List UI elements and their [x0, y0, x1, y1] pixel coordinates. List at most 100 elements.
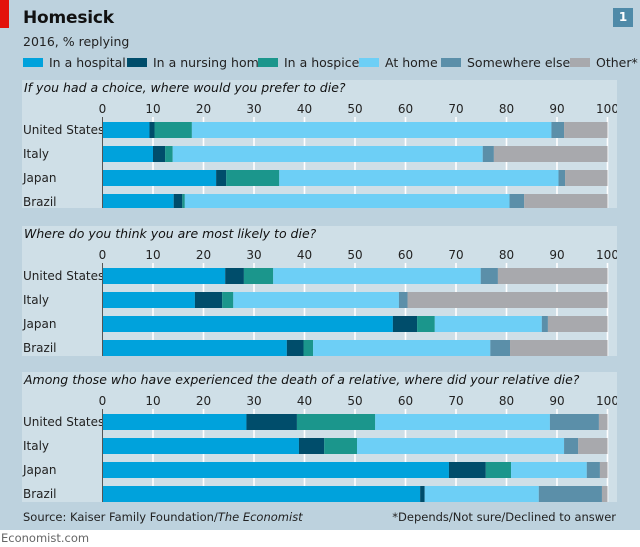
x-tick-label: 90	[549, 394, 564, 408]
category-label: United States	[23, 123, 104, 137]
chart-frame: Homesick 2016, % replying 1 In a hospita…	[0, 0, 640, 530]
bar-segment-brazil-other	[601, 486, 608, 502]
legend-label: Other*	[596, 55, 638, 70]
bar-segment-united-states-somewhere-else	[480, 268, 498, 284]
category-label: United States	[23, 269, 104, 283]
x-tick-label: 100	[596, 102, 617, 116]
legend-item-hospice: In a hospice	[258, 55, 359, 70]
x-tick-label: 30	[246, 248, 261, 262]
bar-segment-italy-in-a-hospital	[102, 146, 153, 162]
x-tick-label: 80	[499, 394, 514, 408]
source-text: Source: Kaiser Family Foundation/	[23, 510, 218, 524]
bar-segment-japan-in-a-nursing-home	[392, 316, 418, 332]
legend-item-somewhere-else: Somewhere else	[441, 55, 570, 70]
bar-segment-japan-in-a-hospital	[102, 316, 393, 332]
bar-segment-japan-in-a-hospice	[417, 316, 435, 332]
bar-segment-united-states-somewhere-else	[549, 414, 599, 430]
x-tick-label: 70	[448, 248, 463, 262]
x-tick-label: 90	[549, 102, 564, 116]
bar-segment-brazil-in-a-nursing-home	[173, 194, 183, 208]
panel-question: If you had a choice, where would you pre…	[24, 80, 346, 95]
bar-segment-brazil-in-a-nursing-home	[286, 340, 304, 356]
chart-title: Homesick	[23, 8, 114, 28]
legend-item-at-home: At home	[359, 55, 438, 70]
bar-segment-brazil-other	[524, 194, 608, 208]
x-tick-label: 10	[145, 394, 160, 408]
bar-segment-united-states-at-home	[375, 414, 550, 430]
bar-segment-japan-other	[599, 462, 608, 478]
bar-segment-japan-at-home	[279, 170, 559, 186]
bar-segment-united-states-at-home	[191, 122, 552, 138]
bar-segment-japan-somewhere-else	[586, 462, 600, 478]
legend-label: In a hospital	[49, 55, 126, 70]
x-tick-label: 90	[549, 248, 564, 262]
bar-segment-united-states-somewhere-else	[551, 122, 565, 138]
legend-swatch-at-home	[359, 58, 379, 67]
legend: In a hospital In a nursing home In a hos…	[23, 55, 638, 71]
x-tick-label: 70	[448, 102, 463, 116]
legend-swatch-somewhere-else	[441, 58, 461, 67]
category-label: Italy	[23, 147, 49, 161]
bar-segment-united-states-in-a-hospital	[102, 414, 247, 430]
bar-segment-united-states-in-a-nursing-home	[225, 268, 244, 284]
legend-swatch-other	[570, 58, 590, 67]
bar-segment-brazil-in-a-hospital	[102, 486, 421, 502]
x-tick-label: 50	[347, 102, 362, 116]
legend-item-other: Other*	[570, 55, 638, 70]
bar-segment-brazil-somewhere-else	[538, 486, 602, 502]
legend-item-hospital: In a hospital	[23, 55, 126, 70]
bar-segment-brazil-in-a-nursing-home	[420, 486, 425, 502]
source-note: Source: Kaiser Family Foundation/The Eco…	[23, 510, 303, 524]
bar-segment-italy-somewhere-else	[482, 146, 494, 162]
chart-number-badge: 1	[613, 8, 633, 27]
x-tick-label: 40	[297, 102, 312, 116]
bar-segment-united-states-in-a-nursing-home	[149, 122, 155, 138]
bar-segment-japan-somewhere-else	[541, 316, 548, 332]
x-tick-label: 20	[196, 394, 211, 408]
bar-segment-japan-in-a-hospice	[485, 462, 512, 478]
bar-segment-brazil-other	[510, 340, 608, 356]
legend-label: In a hospice	[284, 55, 360, 70]
bar-segment-brazil-somewhere-else	[509, 194, 525, 208]
bar-segment-united-states-at-home	[273, 268, 481, 284]
bar-segment-italy-in-a-hospital	[102, 292, 195, 308]
bar-segment-united-states-in-a-nursing-home	[246, 414, 297, 430]
brand-red-tag	[0, 0, 9, 28]
x-tick-label: 50	[347, 248, 362, 262]
source-publication: The Economist	[217, 510, 303, 524]
bar-segment-brazil-in-a-hospital	[102, 340, 287, 356]
bar-segment-italy-in-a-hospice	[324, 438, 358, 454]
legend-swatch-hospice	[258, 58, 278, 67]
bar-segment-japan-in-a-nursing-home	[448, 462, 486, 478]
bar-segment-brazil-somewhere-else	[490, 340, 511, 356]
bar-segment-united-states-in-a-hospital	[102, 122, 150, 138]
footnote: *Depends/Not sure/Declined to answer	[392, 510, 616, 524]
bar-segment-brazil-in-a-hospice	[303, 340, 314, 356]
x-tick-label: 60	[398, 248, 413, 262]
category-label: Italy	[23, 293, 49, 307]
legend-swatch-hospital	[23, 58, 43, 67]
x-tick-label: 60	[398, 394, 413, 408]
bar-segment-united-states-other	[564, 122, 608, 138]
bar-segment-united-states-in-a-hospice	[154, 122, 192, 138]
bar-segment-italy-in-a-hospital	[102, 438, 299, 454]
legend-item-nursing-home: In a nursing home	[127, 55, 266, 70]
category-label: Italy	[23, 439, 49, 453]
bar-segment-japan-in-a-hospital	[102, 170, 217, 186]
x-tick-label: 10	[145, 102, 160, 116]
bar-segment-italy-in-a-hospice	[222, 292, 234, 308]
bar-segment-united-states-in-a-hospice	[243, 268, 274, 284]
stacked-bar-chart: 0 10 20 30 40 50 60 70 80 90 100 United States Italy…	[22, 248, 617, 356]
bar-segment-italy-in-a-nursing-home	[298, 438, 325, 454]
legend-label: In a nursing home	[153, 55, 267, 70]
chart-subtitle: 2016, % replying	[23, 34, 130, 49]
x-tick-label: 70	[448, 394, 463, 408]
category-label: Brazil	[23, 487, 57, 501]
bar-segment-italy-at-home	[172, 146, 483, 162]
x-tick-label: 100	[596, 248, 617, 262]
bar-segment-united-states-in-a-hospital	[102, 268, 226, 284]
x-tick-label: 40	[297, 394, 312, 408]
bar-segment-japan-at-home	[511, 462, 587, 478]
stacked-bar-chart: 0 10 20 30 40 50 60 70 80 90 100 United States Italy…	[22, 394, 617, 502]
stacked-bar-chart: 0 10 20 30 40 50 60 70 80 90 100 United States Italy…	[22, 102, 617, 208]
